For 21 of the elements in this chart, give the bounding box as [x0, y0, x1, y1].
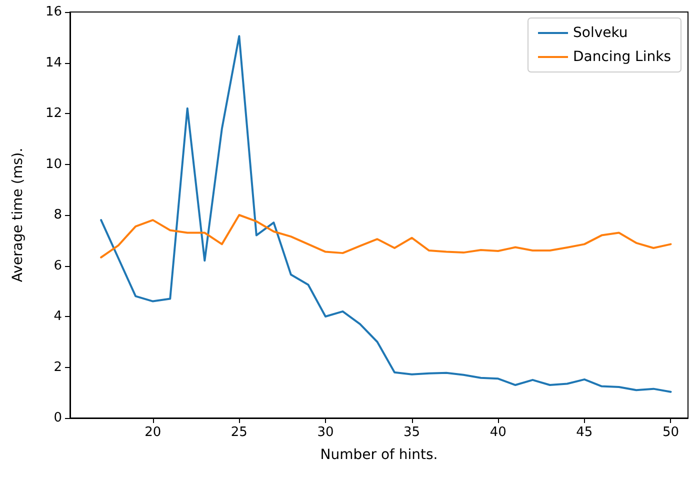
x-tick-label: 30 [317, 425, 334, 440]
x-tick-label: 20 [144, 425, 162, 440]
y-tick-label: 8 [54, 208, 62, 222]
y-tick-label: 2 [54, 360, 62, 375]
x-tick-label: 45 [576, 425, 593, 440]
legend-label: Dancing Links [573, 49, 672, 65]
y-tick-label: 12 [45, 106, 62, 121]
x-axis-title: Number of hints. [320, 447, 438, 463]
legend-label: Solveku [573, 25, 628, 41]
x-tick-label: 35 [404, 425, 420, 440]
y-axis-title: Average time (ms). [10, 148, 26, 282]
y-tick-label: 0 [54, 410, 62, 426]
x-tick-label: 40 [490, 425, 506, 440]
y-tick-label: 10 [45, 156, 62, 172]
y-tick-label: 14 [45, 55, 62, 70]
line-series [100, 214, 672, 258]
y-tick-label: 6 [54, 258, 62, 274]
x-tick-label: 25 [230, 425, 248, 440]
y-tick-label: 16 [45, 4, 62, 20]
y-tick-label: 4 [54, 309, 62, 324]
x-tick-label: 50 [662, 425, 680, 440]
